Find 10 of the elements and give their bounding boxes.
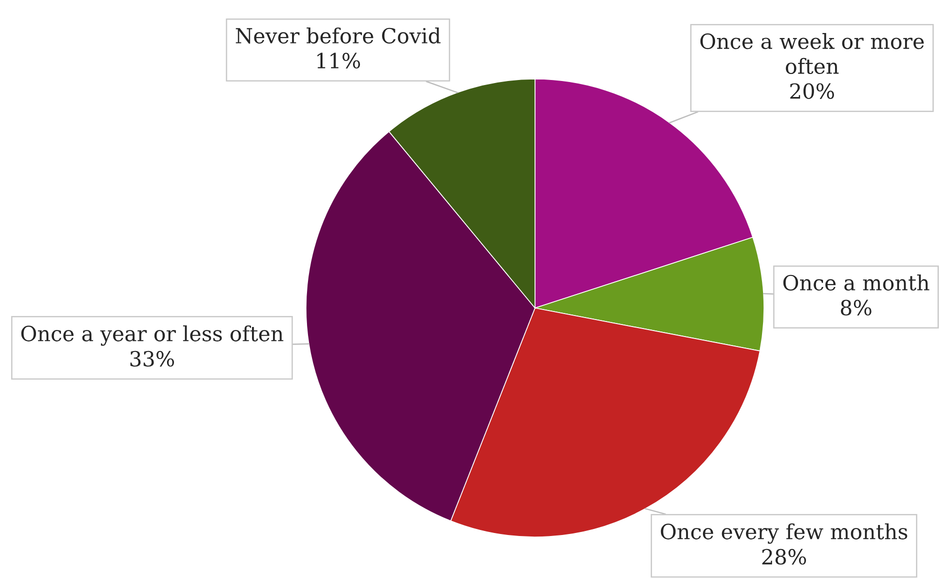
data-label: 11%	[317, 52, 360, 68]
slice-label: Once a week or more often	[700, 33, 924, 74]
data-label: 8%	[840, 300, 872, 316]
data-label: 28%	[762, 548, 806, 565]
slice-label: Once every few months	[660, 523, 908, 544]
data-label: 20%	[790, 83, 834, 99]
slice-label: Once a month	[783, 274, 930, 291]
slice-label: Once a year or less often	[21, 325, 284, 346]
data-label: 33%	[130, 350, 174, 367]
slice-label: Never before Covid	[236, 27, 441, 44]
